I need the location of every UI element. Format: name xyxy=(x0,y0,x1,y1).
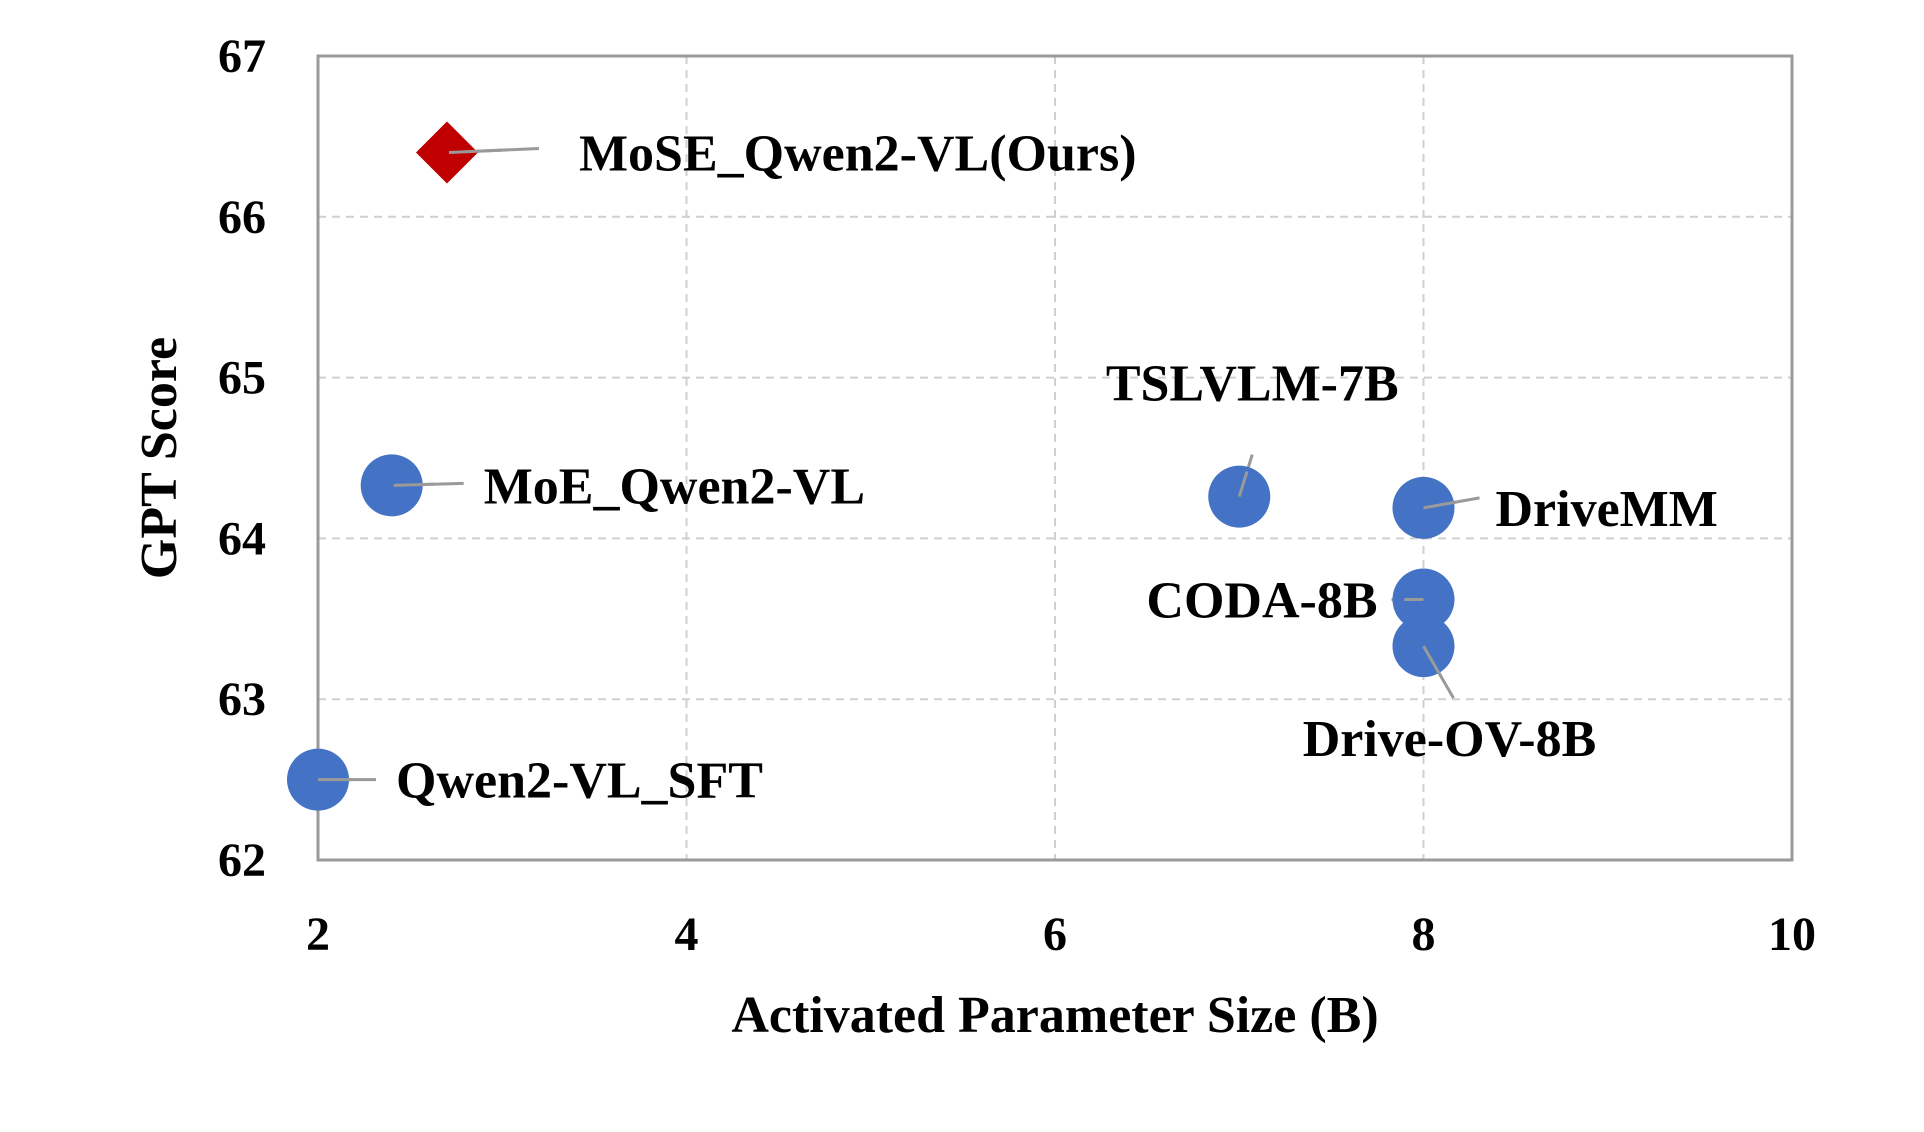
point-label: Qwen2-VL_SFT xyxy=(396,753,763,810)
point-label: TSLVLM-7B xyxy=(1106,356,1399,413)
y-tick-label: 62 xyxy=(218,834,266,887)
leader-line-overlay xyxy=(1237,470,1249,498)
y-axis-ticks: 62 63 64 65 66 67 xyxy=(218,30,266,887)
x-axis-title: Activated Parameter Size (B) xyxy=(731,987,1378,1044)
y-tick-label: 67 xyxy=(218,30,266,83)
grid-lines xyxy=(318,56,1792,860)
plot-area-frame xyxy=(316,54,1794,862)
leader-line-overlay xyxy=(448,148,503,154)
x-tick-label: 6 xyxy=(1043,908,1067,961)
data-markers xyxy=(287,121,1458,811)
y-tick-label: 64 xyxy=(218,512,266,565)
circle-marker xyxy=(1392,476,1455,539)
x-tick-label: 4 xyxy=(675,908,699,961)
leader-line-overlay xyxy=(393,482,435,487)
y-tick-label: 63 xyxy=(218,673,266,726)
point-label: DriveMM xyxy=(1496,481,1718,538)
x-tick-label: 8 xyxy=(1412,908,1436,961)
point-label: Drive-OV-8B xyxy=(1303,711,1597,768)
point-label: MoSE_Qwen2-VL(Ours) xyxy=(579,125,1137,182)
x-axis-ticks: 2 4 6 8 10 xyxy=(306,908,1816,961)
point-labels: MoSE_Qwen2-VL(Ours) MoE_Qwen2-VL TSLVLM-7B… xyxy=(396,125,1718,809)
point-label: CODA-8B xyxy=(1146,573,1377,630)
leader-line-overlay xyxy=(1422,645,1443,679)
circle-marker xyxy=(360,454,423,517)
y-tick-label: 65 xyxy=(218,352,266,405)
point-label: MoE_Qwen2-VL xyxy=(484,458,865,515)
y-axis-title: GPT Score xyxy=(131,337,188,579)
leader-line-overlay xyxy=(1423,500,1458,510)
x-tick-label: 2 xyxy=(306,908,330,961)
x-tick-label: 10 xyxy=(1768,908,1816,961)
circle-marker xyxy=(1208,465,1271,528)
y-tick-label: 66 xyxy=(218,191,266,244)
diamond-marker xyxy=(415,121,478,184)
